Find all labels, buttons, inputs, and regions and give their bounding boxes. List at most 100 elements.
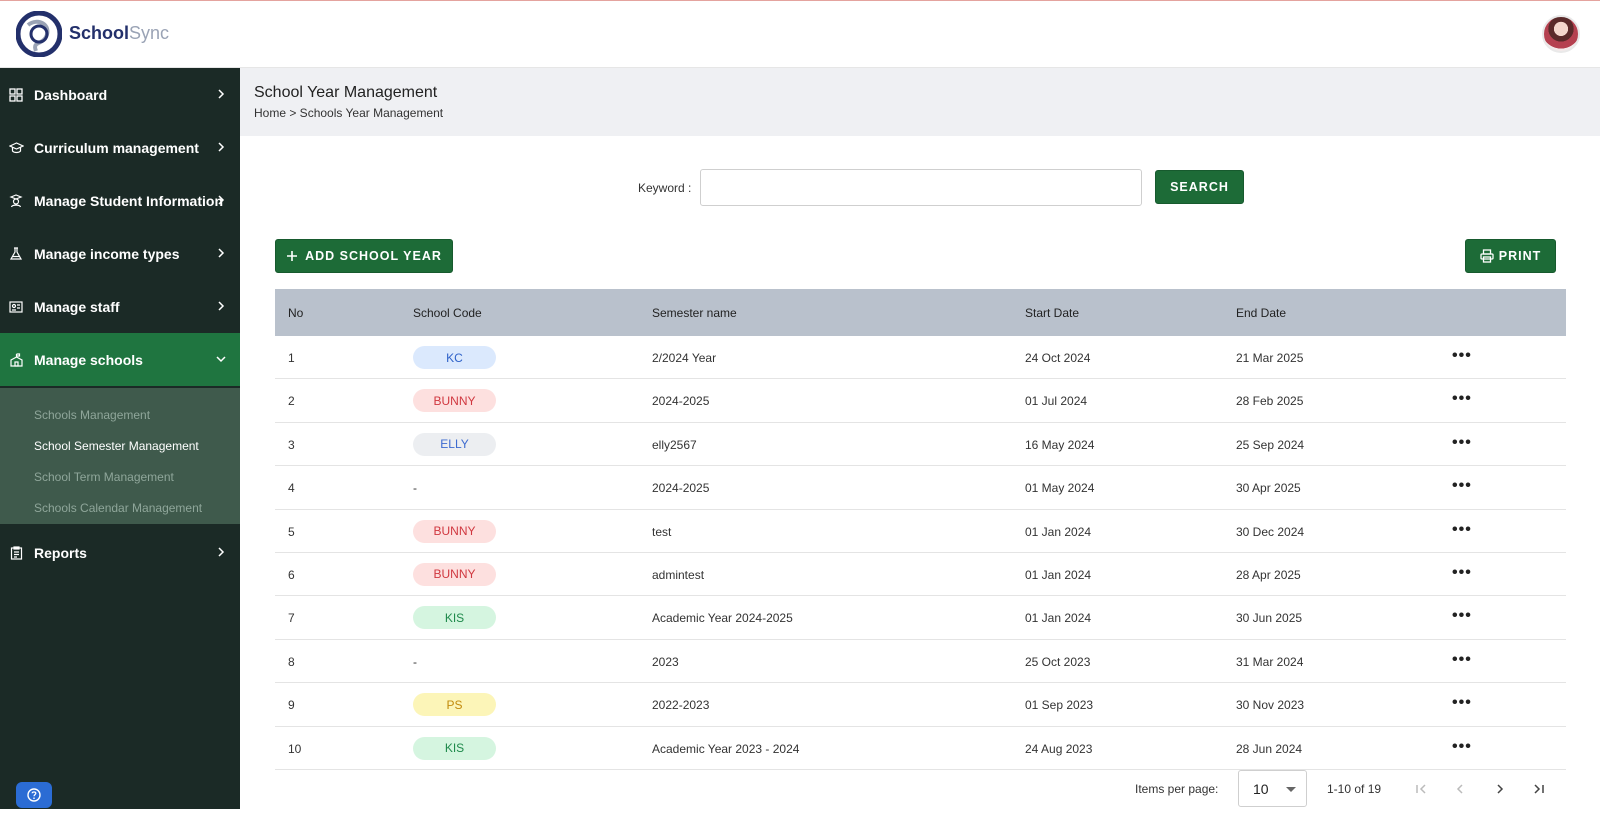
semester-name: Academic Year 2023 - 2024 (652, 741, 800, 756)
more-horizontal-icon[interactable]: ••• (1452, 563, 1472, 581)
table-row[interactable]: 4 - 2024-2025 01 May 2024 30 Apr 2025 ••• (275, 466, 1566, 510)
sidebar-item-label: Curriculum management (34, 139, 199, 156)
row-number: 9 (288, 698, 295, 713)
add-school-year-button[interactable]: ADD SCHOOL YEAR (275, 239, 453, 273)
submenu-schools-calendar-management[interactable]: Schools Calendar Management (34, 501, 203, 515)
table-header: No School Code Semester name Start Date … (275, 289, 1566, 336)
sidebar-item-curriculum[interactable]: Curriculum management (0, 121, 240, 174)
row-number: 7 (288, 611, 295, 626)
search-button[interactable]: SEARCH (1155, 170, 1244, 204)
school-code: - (413, 654, 417, 669)
start-date: 01 Jul 2024 (1025, 394, 1088, 409)
header-start-date[interactable]: Start Date (1025, 306, 1080, 320)
more-horizontal-icon[interactable]: ••• (1452, 737, 1472, 755)
page-size-value: 10 (1253, 780, 1269, 797)
school-year-table: No School Code Semester name Start Date … (275, 289, 1566, 770)
table-row[interactable]: 9 PS 2022-2023 01 Sep 2023 30 Nov 2023 ••• (275, 683, 1566, 727)
end-date: 30 Nov 2023 (1236, 698, 1305, 713)
more-horizontal-icon[interactable]: ••• (1452, 433, 1472, 451)
printer-icon (1480, 249, 1494, 263)
start-date: 01 Sep 2023 (1025, 698, 1094, 713)
breadcrumb[interactable]: Home > Schools Year Management (254, 106, 444, 120)
semester-name: test (652, 524, 672, 539)
sidebar: Dashboard Curriculum management Manage S… (0, 68, 240, 809)
help-button[interactable] (16, 782, 52, 808)
header-semester-name[interactable]: Semester name (652, 306, 737, 320)
table-row[interactable]: 1 KC 2/2024 Year 24 Oct 2024 21 Mar 2025 ••• (275, 336, 1566, 380)
end-date: 30 Apr 2025 (1236, 481, 1301, 496)
end-date: 28 Apr 2025 (1236, 567, 1301, 582)
plus-icon (287, 251, 298, 261)
more-horizontal-icon[interactable]: ••• (1452, 694, 1472, 712)
table-row[interactable]: 5 BUNNY test 01 Jan 2024 30 Dec 2024 ••• (275, 510, 1566, 553)
school-code-badge: KIS (413, 736, 496, 760)
submenu-schools-management[interactable]: Schools Management (34, 408, 151, 422)
sidebar-item-label: Manage income types (34, 245, 180, 262)
sidebar-item-student-info[interactable]: Manage Student Information (0, 174, 240, 227)
page-title: School Year Management (254, 84, 438, 101)
school-code: - (413, 481, 417, 496)
semester-name: 2024-2025 (652, 394, 710, 409)
header-school-code[interactable]: School Code (413, 306, 482, 320)
start-date: 24 Aug 2023 (1025, 741, 1093, 756)
table-row[interactable]: 3 ELLY elly2567 16 May 2024 25 Sep 2024 ••• (275, 423, 1566, 467)
chevron-down-icon (216, 356, 226, 363)
more-horizontal-icon[interactable]: ••• (1452, 650, 1472, 668)
table-row[interactable]: 10 KIS Academic Year 2023 - 2024 24 Aug 202… (275, 727, 1566, 770)
table-row[interactable]: 7 KIS Academic Year 2024-2025 01 Jan 2024 30… (275, 596, 1566, 640)
more-horizontal-icon[interactable]: ••• (1452, 607, 1472, 625)
sidebar-item-staff[interactable]: Manage staff (0, 280, 240, 333)
row-number: 1 (288, 351, 295, 365)
chevron-right-icon (218, 547, 225, 557)
last-page-button[interactable] (1529, 779, 1549, 799)
chevron-right-icon (218, 142, 225, 152)
start-date: 01 Jan 2024 (1025, 567, 1092, 582)
next-page-button[interactable] (1490, 779, 1510, 799)
user-avatar[interactable] (1542, 15, 1580, 53)
start-date: 16 May 2024 (1025, 437, 1095, 452)
first-page-button[interactable] (1411, 779, 1431, 799)
sidebar-item-manage-schools[interactable]: Manage schools (0, 333, 240, 386)
more-horizontal-icon[interactable]: ••• (1452, 520, 1472, 538)
end-date: 21 Mar 2025 (1236, 351, 1304, 365)
row-number: 3 (288, 437, 295, 452)
header-no[interactable]: No (288, 306, 304, 320)
row-number: 6 (288, 567, 295, 582)
sidebar-item-income-types[interactable]: Manage income types (0, 227, 240, 280)
start-date: 01 May 2024 (1025, 481, 1095, 496)
first-page-icon (1416, 784, 1426, 794)
chevron-right-icon (218, 195, 225, 205)
sidebar-item-reports[interactable]: Reports (0, 526, 240, 579)
schoolsync-logo (16, 11, 62, 57)
table-row[interactable]: 2 BUNNY 2024-2025 01 Jul 2024 28 Feb 2025 ••• (275, 379, 1566, 423)
submenu-school-term-management[interactable]: School Term Management (34, 470, 174, 484)
start-date: 24 Oct 2024 (1025, 351, 1091, 365)
items-per-page-label: Items per page: (1135, 782, 1219, 796)
end-date: 30 Jun 2025 (1236, 611, 1303, 626)
top-bar: SchoolSync (0, 0, 1600, 68)
table-row[interactable]: 8 - 2023 25 Oct 2023 31 Mar 2024 ••• (275, 640, 1566, 684)
submenu-school-semester-management[interactable]: School Semester Management (34, 439, 199, 453)
end-date: 28 Feb 2025 (1236, 394, 1304, 409)
print-label: PRINT (1498, 249, 1542, 263)
print-button[interactable]: PRINT (1465, 239, 1556, 273)
items-per-page-select[interactable]: 10 (1238, 770, 1307, 807)
previous-page-button[interactable] (1450, 779, 1470, 799)
header-end-date[interactable]: End Date (1236, 306, 1287, 320)
more-horizontal-icon[interactable]: ••• (1452, 347, 1472, 364)
semester-name: admintest (652, 567, 705, 582)
semester-name: elly2567 (652, 437, 697, 452)
end-date: 30 Dec 2024 (1236, 524, 1305, 539)
more-horizontal-icon[interactable]: ••• (1452, 477, 1472, 495)
table-row[interactable]: 6 BUNNY admintest 01 Jan 2024 28 Apr 2025 ••• (275, 553, 1566, 597)
semester-name: 2023 (652, 654, 679, 669)
more-horizontal-icon[interactable]: ••• (1452, 390, 1472, 408)
table-body: 1 KC 2/2024 Year 24 Oct 2024 21 Mar 2025 ••• 2… (275, 336, 1566, 770)
sidebar-item-label: Manage schools (34, 351, 143, 368)
keyword-input[interactable] (700, 169, 1142, 206)
sidebar-item-dashboard[interactable]: Dashboard (0, 68, 240, 121)
chevron-right-icon (1497, 784, 1504, 794)
row-number: 5 (288, 524, 295, 539)
page-header: School Year Management Home > Schools Ye… (240, 68, 1600, 136)
brand-name: SchoolSync (69, 23, 170, 43)
